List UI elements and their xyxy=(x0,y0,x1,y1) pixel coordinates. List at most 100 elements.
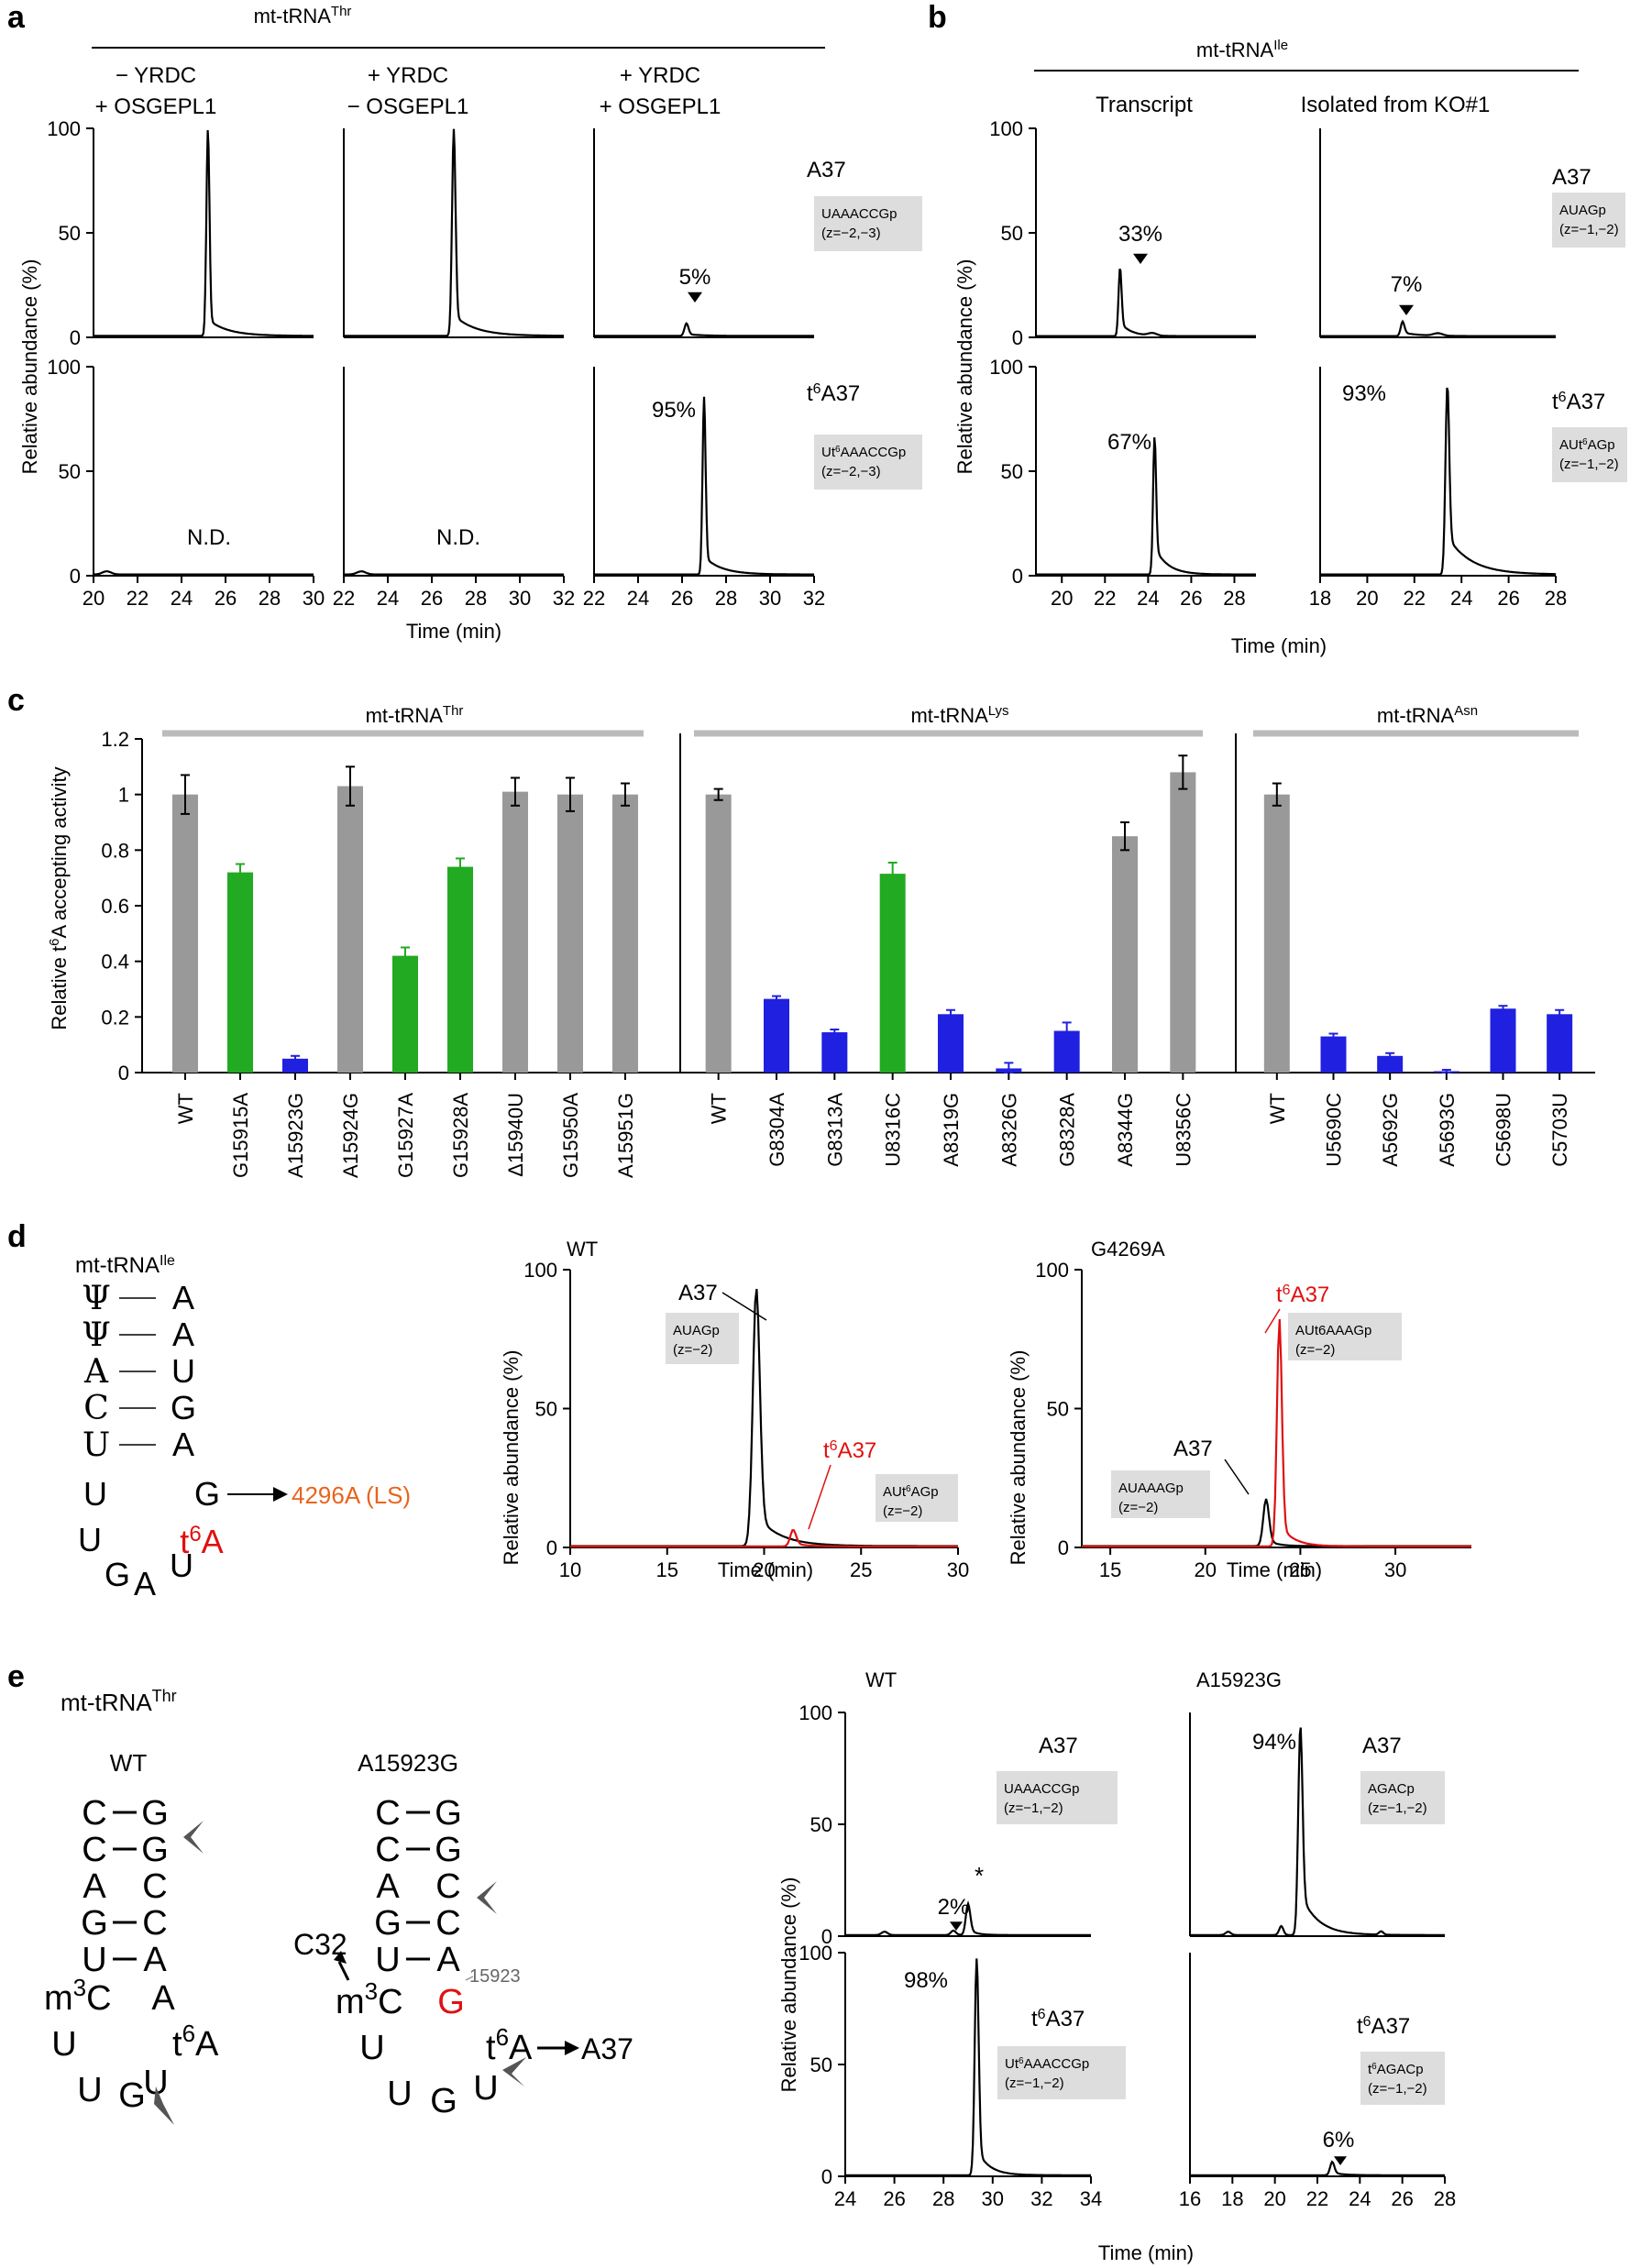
cleavage-arrowhead xyxy=(183,1821,204,1854)
leader-line-red xyxy=(1264,1308,1281,1334)
ion-box-d-mut-t6 xyxy=(1288,1313,1402,1360)
bar-WT xyxy=(705,794,732,1073)
x-tick-label: 20 xyxy=(1263,2187,1285,2210)
panel-a-xlabel: Time (min) xyxy=(406,620,501,643)
bar-A15951G xyxy=(612,794,638,1073)
category-label: G8328A xyxy=(1056,1093,1079,1167)
x-tick-label: 34 xyxy=(1080,2187,1102,2210)
condition-line-1: − YRDC xyxy=(116,63,196,88)
trna-name-d: mt-tRNAIle xyxy=(75,1253,175,1279)
chrom-b-top-2 xyxy=(1319,128,1556,338)
y-tick-label: 50 xyxy=(1047,1398,1069,1421)
x-tick-label: 26 xyxy=(1497,587,1519,610)
y-tick-label: 50 xyxy=(810,2053,832,2076)
pct-a-bottom: 95% xyxy=(652,398,696,423)
category-label: A8344G xyxy=(1114,1093,1137,1167)
loop-base: U xyxy=(83,1475,107,1513)
stem-base-left: C xyxy=(375,1831,400,1869)
peak-marker xyxy=(1399,304,1414,315)
x-tick-label: 28 xyxy=(259,587,281,610)
y-tick-label: 50 xyxy=(59,460,81,483)
category-label: U8356C xyxy=(1172,1093,1195,1167)
ion-label: (z=−2) xyxy=(1118,1500,1158,1515)
bar-G15915A xyxy=(227,872,253,1073)
ion-label: Ut6AAACCGp xyxy=(1005,2056,1089,2073)
stem-base-left: U xyxy=(82,1941,106,1979)
condition-line-1: + YRDC xyxy=(368,63,448,88)
x-tick-label: 30 xyxy=(303,587,325,610)
base-left: A xyxy=(83,1353,109,1391)
condition-line-1: + YRDC xyxy=(620,63,700,88)
not-detected-2: N.D. xyxy=(436,525,480,550)
c32-arrow-line xyxy=(337,1961,350,1981)
ion-label: AUt6AGp xyxy=(883,1484,939,1501)
x-tick-label: 18 xyxy=(1221,2187,1243,2210)
category-label: C5703U xyxy=(1548,1093,1571,1167)
label-d-mut-t6a37: t6A37 xyxy=(1276,1283,1329,1308)
bar-A15924G xyxy=(337,786,363,1073)
y-tick-label: 100 xyxy=(47,356,81,379)
ion-label: AUAAAGp xyxy=(1118,1481,1184,1496)
y-tick-label: 0.2 xyxy=(101,1006,129,1029)
panel-d-xlabel-2: Time (min) xyxy=(1227,1558,1322,1581)
x-tick-label: 22 xyxy=(1094,587,1116,610)
ion-box-a-top xyxy=(814,196,922,251)
category-label: A15923G xyxy=(284,1093,307,1178)
category-label: A5692G xyxy=(1379,1093,1402,1167)
ion-box-b-top xyxy=(1552,193,1625,248)
x-tick-label: 26 xyxy=(421,587,443,610)
chrom-a-top-3 xyxy=(593,128,814,338)
trace-line xyxy=(845,1900,1091,1936)
category-label: G15950A xyxy=(559,1093,582,1178)
x-tick-label: 28 xyxy=(1545,587,1567,610)
pct-e-mut-bottom: 6% xyxy=(1323,2128,1355,2152)
e-mut-title: A15923G xyxy=(358,1749,458,1777)
chrom-a-bottom-1: 0 50 100 20 22 24 26 28 30 xyxy=(47,356,325,610)
x-tick-label: 15 xyxy=(656,1558,678,1581)
label-d-wt-t6a37: t6A37 xyxy=(823,1438,876,1464)
y-tick-label: 1 xyxy=(118,784,129,807)
label-d-mut-a37: A37 xyxy=(1173,1437,1213,1461)
category-label: G8304A xyxy=(765,1093,788,1167)
base-right: A xyxy=(172,1316,194,1353)
category-label: G15927A xyxy=(394,1093,417,1178)
stem-base-right: A xyxy=(143,1941,167,1979)
ion-label: (z=−1,−2) xyxy=(1005,2075,1064,2091)
category-label: A5693G xyxy=(1436,1093,1459,1167)
label-e-mut-a37: A37 xyxy=(1362,1734,1402,1758)
stem-base-right: C xyxy=(435,1867,460,1906)
mut-loop-g: G xyxy=(430,2082,457,2120)
panel-e-xlabel: Time (min) xyxy=(1098,2241,1194,2264)
pct-b-4: 93% xyxy=(1342,381,1386,406)
panel-d-ylabel-2: Relative abundance (%) xyxy=(1007,1350,1030,1566)
y-tick-label: 50 xyxy=(535,1398,557,1421)
chrom-d-wt-title: WT xyxy=(567,1238,598,1261)
y-tick-label: 50 xyxy=(810,1813,832,1836)
mut-loop-u3: U xyxy=(473,2069,498,2108)
x-tick-label: 20 xyxy=(753,1558,775,1581)
x-tick-label: 22 xyxy=(583,587,605,610)
ion-label: AUt6AGp xyxy=(1559,437,1615,454)
peak-marker xyxy=(1334,2156,1347,2165)
bar-A8319G xyxy=(938,1014,964,1073)
ion-label: AGACp xyxy=(1368,1781,1415,1797)
pct-e-wt-top: 2% xyxy=(938,1895,970,1920)
y-tick-label: 0 xyxy=(70,565,81,588)
panel-b-xlabel: Time (min) xyxy=(1231,634,1327,657)
mut-loop-u2: U xyxy=(387,2075,412,2113)
col-title-transcript: Transcript xyxy=(1096,93,1193,117)
category-label: WT xyxy=(708,1093,731,1124)
base-right: U xyxy=(171,1352,195,1390)
label-e-wt-a37: A37 xyxy=(1039,1734,1078,1758)
base-left: Ψ xyxy=(82,1316,111,1354)
panel-d-ylabel-1: Relative abundance (%) xyxy=(500,1350,523,1566)
chrom-e-wt-title: WT xyxy=(865,1668,897,1691)
row-label-b-a37: A37 xyxy=(1552,165,1591,190)
chrom-e-bottom-2: 16 18 20 22 24 26 28 xyxy=(1179,1953,1456,2210)
panel-d-xlabel-1: Time (min) xyxy=(718,1558,813,1581)
ion-label: UAAACCGp xyxy=(821,206,898,222)
peak-marker xyxy=(688,292,702,303)
row-label-t6a37: t6A37 xyxy=(807,381,860,407)
bar-G15927A xyxy=(392,955,418,1073)
label-d-wt-a37: A37 xyxy=(678,1281,718,1305)
